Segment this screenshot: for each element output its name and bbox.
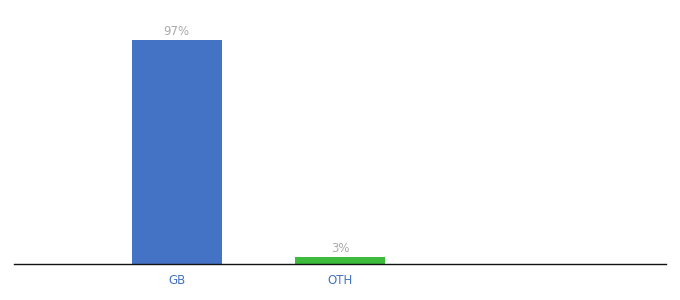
Bar bbox=[295, 257, 385, 264]
Bar bbox=[132, 40, 222, 264]
Text: 3%: 3% bbox=[330, 242, 350, 255]
Text: 97%: 97% bbox=[164, 25, 190, 38]
